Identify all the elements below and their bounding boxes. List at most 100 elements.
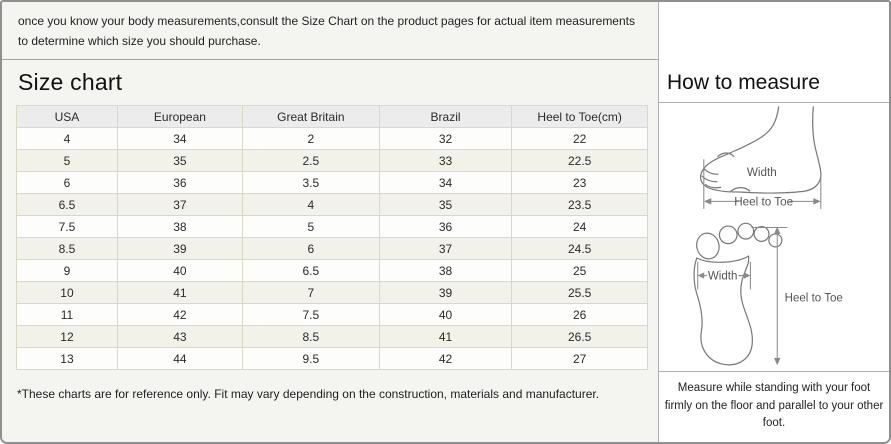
table-row: 8.5 39 6 37 24.5 (16, 237, 648, 260)
big-toe (696, 232, 720, 260)
how-to-measure-section: How to measure Width Heel to Toe (659, 2, 889, 442)
size-chart-title: Size chart (18, 69, 123, 95)
table-cell: 34 (378, 171, 513, 194)
table-cell: 35 (116, 149, 243, 172)
arrow-down-icon (774, 358, 781, 366)
measure-figures: Width Heel to Toe Width (659, 103, 889, 371)
table-cell: 11 (16, 303, 118, 326)
table-cell: 6 (241, 237, 380, 260)
size-chart-footnote: *These charts are for reference only. Fi… (17, 387, 600, 401)
table-cell: 22 (511, 127, 648, 150)
table-cell: 10 (16, 281, 118, 304)
table-cell: 3.5 (241, 171, 380, 194)
table-row: 5 35 2.5 33 22.5 (16, 149, 648, 172)
intro-text: once you know your body measurements,con… (2, 2, 658, 60)
table-cell: 8.5 (241, 325, 380, 348)
table-row: 4 34 2 32 22 (16, 127, 648, 150)
table-row: 6 36 3.5 34 23 (16, 171, 648, 194)
table-cell: 5 (241, 215, 380, 238)
table-row: 9 40 6.5 38 25 (16, 259, 648, 282)
toe (718, 225, 738, 245)
table-row: 7.5 38 5 36 24 (16, 215, 648, 238)
table-cell: 38 (116, 215, 243, 238)
table-cell: 44 (116, 347, 243, 370)
table-row: 10 41 7 39 25.5 (16, 281, 648, 304)
table-row: 11 42 7.5 40 26 (16, 303, 648, 326)
toe (737, 223, 755, 241)
table-cell: 9 (16, 259, 118, 282)
table-cell: 41 (378, 325, 513, 348)
table-cell: 40 (116, 259, 243, 282)
arrow-right-icon (743, 272, 751, 280)
table-cell: 7.5 (16, 215, 118, 238)
how-to-measure-header: How to measure (659, 2, 889, 103)
table-cell: 35 (378, 193, 513, 216)
foot-outline (699, 106, 822, 194)
toe (768, 233, 783, 248)
table-row: 6.5 37 4 35 23.5 (16, 193, 648, 216)
table-cell: 42 (116, 303, 243, 326)
table-cell: 4 (241, 193, 380, 216)
table-cell: 26 (511, 303, 648, 326)
table-cell: 27 (511, 347, 648, 370)
arrow-left-icon (703, 198, 712, 205)
table-cell: 25 (511, 259, 648, 282)
table-cell: 13 (16, 347, 118, 370)
heel-to-toe-label: Heel to Toe (734, 196, 793, 209)
table-cell: 36 (378, 215, 513, 238)
table-cell: 6.5 (241, 259, 380, 282)
how-to-measure-title: How to measure (667, 71, 820, 94)
table-cell: 7.5 (241, 303, 380, 326)
table-cell: 40 (378, 303, 513, 326)
size-chart-table: USA European Great Britain Brazil Heel t… (16, 105, 648, 370)
width-label: Width (747, 166, 777, 179)
table-cell: 37 (378, 237, 513, 260)
arrow-left-icon (697, 272, 705, 280)
table-cell: 43 (116, 325, 243, 348)
table-cell: 39 (116, 237, 243, 260)
table-cell: 6.5 (16, 193, 118, 216)
table-cell: 26.5 (511, 325, 648, 348)
table-header-cell: Great Britain (241, 105, 380, 128)
table-cell: 23 (511, 171, 648, 194)
table-row: 12 43 8.5 41 26.5 (16, 325, 648, 348)
table-cell: 33 (378, 149, 513, 172)
table-cell: 24.5 (511, 237, 648, 260)
table-cell: 34 (116, 127, 243, 150)
width-label: Width (708, 271, 738, 283)
table-cell: 7 (241, 281, 380, 304)
table-row: 13 44 9.5 42 27 (16, 347, 648, 370)
heel-to-toe-label: Heel to Toe (785, 293, 843, 305)
table-cell: 24 (511, 215, 648, 238)
toe-lines (701, 168, 722, 189)
table-header-cell: USA (16, 105, 118, 128)
size-chart-table-wrap: USA European Great Britain Brazil Heel t… (16, 105, 648, 370)
table-cell: 37 (116, 193, 243, 216)
table-cell: 25.5 (511, 281, 648, 304)
size-chart-section: once you know your body measurements,con… (2, 2, 659, 442)
table-cell: 4 (16, 127, 118, 150)
table-cell: 6 (16, 171, 118, 194)
table-cell: 42 (378, 347, 513, 370)
sole-outline (693, 255, 753, 366)
table-cell: 41 (116, 281, 243, 304)
measure-instruction: Measure while standing with your foot fi… (659, 371, 889, 442)
table-cell: 9.5 (241, 347, 380, 370)
table-header-cell: Brazil (378, 105, 513, 128)
toe (753, 226, 770, 243)
table-cell: 39 (378, 281, 513, 304)
foot-side-view-figure: Width Heel to Toe (699, 106, 822, 209)
measure-ticks (703, 159, 822, 209)
footprint-figure: Width Heel to Toe (693, 223, 843, 366)
table-cell: 5 (16, 149, 118, 172)
table-cell: 8.5 (16, 237, 118, 260)
table-cell: 22.5 (511, 149, 648, 172)
table-cell: 12 (16, 325, 118, 348)
table-cell: 2.5 (241, 149, 380, 172)
table-header-row: USA European Great Britain Brazil Heel t… (16, 105, 648, 128)
size-table-body: 4 34 2 32 22 5 35 2.5 33 22.5 6 36 3.5 34 23 6.5 37 4 35 23… (16, 127, 648, 370)
table-cell: 36 (116, 171, 243, 194)
table-cell: 32 (378, 127, 513, 150)
foot-detail-lines (717, 152, 751, 192)
